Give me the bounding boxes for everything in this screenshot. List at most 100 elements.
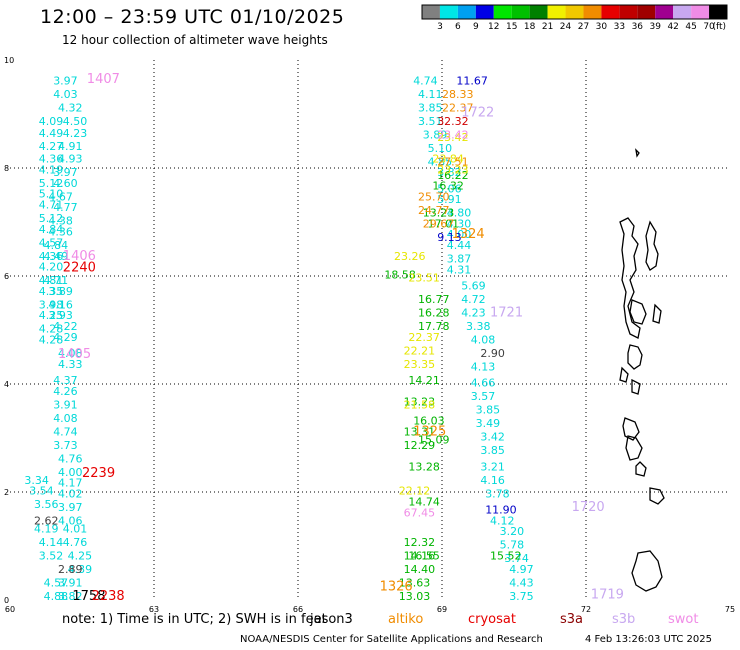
wave-height-point: 4.35 bbox=[39, 285, 64, 298]
wave-height-point: 9.13 bbox=[437, 231, 462, 244]
wave-height-point: 13.28 bbox=[408, 460, 440, 473]
wave-height-point: 14.21 bbox=[408, 374, 440, 387]
wave-height-point: 25.70 bbox=[418, 190, 450, 203]
wave-height-point: 16.22 bbox=[437, 169, 469, 182]
wave-height-point: 4.36 bbox=[39, 153, 64, 166]
wave-height-point: 13.23 bbox=[404, 396, 436, 409]
wave-height-point: 16.32 bbox=[432, 180, 464, 193]
pass-time-label: 1324 bbox=[452, 227, 485, 242]
legend-label: 21 bbox=[542, 22, 553, 32]
coastline-outline bbox=[629, 299, 647, 325]
legend-label: 6 bbox=[455, 22, 461, 32]
wave-height-point: 4.32 bbox=[58, 101, 83, 114]
wave-height-point: 4.16 bbox=[48, 298, 73, 311]
legend-swatch bbox=[565, 5, 584, 19]
wave-height-point: 4.02 bbox=[58, 487, 83, 500]
pass-time-label: 1758 bbox=[72, 589, 105, 604]
pass-time-label: 1722 bbox=[461, 106, 494, 121]
legend-swatch bbox=[709, 5, 727, 19]
wave-height-point: 2.90 bbox=[480, 347, 505, 360]
wave-height-point: 3.49 bbox=[476, 417, 501, 430]
plot-grid bbox=[10, 60, 730, 600]
legend-swatch bbox=[529, 5, 548, 19]
wave-height-point: 4.08 bbox=[471, 334, 496, 347]
wave-height-point: 5.78 bbox=[500, 539, 524, 552]
wave-height-point: 16.77 bbox=[418, 293, 450, 306]
wave-height-point: 4.72 bbox=[461, 293, 486, 306]
wave-height-point: 4.91 bbox=[58, 140, 83, 153]
wave-height-point: 18.58 bbox=[384, 269, 416, 282]
y-tick-label: 2 bbox=[4, 488, 9, 497]
wave-height-point: 15.52 bbox=[490, 550, 522, 563]
pass-time-label: 1406 bbox=[63, 249, 96, 264]
wave-height-point: 4.49 bbox=[39, 127, 64, 140]
wave-height-point: 4.84 bbox=[44, 239, 69, 252]
wave-height-point: 5.91 bbox=[437, 193, 462, 206]
wave-height-point: 3.51 bbox=[418, 115, 443, 128]
wave-height-point: 4.33 bbox=[58, 358, 83, 371]
legend-swatch bbox=[475, 5, 494, 19]
wave-height-point: 14.16 bbox=[404, 550, 436, 563]
wave-height-point: 4.71 bbox=[44, 274, 69, 287]
wave-height-point: 4.44 bbox=[447, 239, 472, 252]
wave-height-point: 4.06 bbox=[58, 514, 83, 527]
pass-time-label: 1721 bbox=[490, 306, 523, 321]
legend-unit: (ft) bbox=[712, 22, 726, 32]
wave-height-point: 5.10 bbox=[39, 188, 64, 201]
wave-height-point: 11.67 bbox=[456, 74, 488, 87]
pass-time-label: 1326 bbox=[380, 579, 413, 594]
wave-height-point: 22.37 bbox=[442, 101, 474, 114]
wave-height-point: 4.23 bbox=[461, 307, 486, 320]
wave-height-point: 3.82 bbox=[437, 166, 462, 179]
wave-height-point: 5.69 bbox=[461, 280, 486, 293]
wave-height-point: 23.23 bbox=[437, 163, 469, 176]
wave-height-point: 4.36 bbox=[48, 226, 73, 239]
pass-time-label: 2240 bbox=[63, 261, 96, 276]
wave-height-points: 3.974.034.324.09 4.504.49 4.234.274.914.36… bbox=[24, 74, 533, 603]
wave-height-point: 5.12 bbox=[39, 177, 64, 190]
x-tick-label: 75 bbox=[725, 605, 735, 614]
wave-height-point: 4.23 bbox=[63, 127, 88, 140]
wave-height-point: 4.14 bbox=[39, 536, 64, 549]
wave-height-point: 21.58 bbox=[404, 398, 436, 411]
wave-height-point: 12.29 bbox=[404, 439, 436, 452]
wave-height-point: 4.00 bbox=[447, 228, 472, 241]
wave-height-point: 4.27 bbox=[39, 140, 64, 153]
pass-time-label: 1405 bbox=[58, 347, 91, 362]
wave-height-point: 4.31 bbox=[447, 263, 472, 276]
legend-label: 70 bbox=[703, 22, 715, 32]
y-tick-label: 0 bbox=[4, 596, 9, 605]
wave-height-point: 4.01 bbox=[63, 523, 88, 536]
coastline-outline bbox=[631, 378, 641, 395]
coastline-outline bbox=[619, 366, 629, 383]
legend-label: 45 bbox=[685, 22, 696, 32]
wave-height-point: 4.25 bbox=[68, 550, 93, 563]
y-tick-label: 6 bbox=[4, 272, 9, 281]
wave-height-point: 4.20 bbox=[39, 261, 64, 274]
wave-height-point: 3.98 bbox=[39, 298, 64, 311]
wave-height-point: 13.03 bbox=[399, 590, 431, 603]
wave-height-point: 22.12 bbox=[399, 485, 431, 498]
legend-swatch bbox=[457, 5, 476, 19]
legend-swatch bbox=[439, 5, 458, 19]
coastline-outline bbox=[619, 217, 641, 339]
wave-height-point: 4.77 bbox=[53, 201, 77, 214]
wave-height-point: 3.87 bbox=[447, 253, 472, 266]
wave-height-point: 3.75 bbox=[509, 590, 534, 603]
satellite-swot: swot bbox=[668, 612, 699, 627]
legend-swatch bbox=[637, 5, 656, 19]
wave-height-point: 4.36 bbox=[39, 250, 64, 263]
wave-height-point: 15.09 bbox=[418, 433, 450, 446]
legend-label: 12 bbox=[488, 22, 499, 32]
wave-height-point: 3.97 bbox=[53, 74, 77, 87]
wave-height-point: 4.49 bbox=[44, 250, 69, 263]
wave-height-point: 4.57 bbox=[39, 236, 64, 249]
wave-height-point: 4.28 bbox=[39, 323, 64, 336]
legend-label: 24 bbox=[560, 22, 572, 32]
wave-height-point: 2.62 bbox=[34, 514, 59, 527]
wave-height-point: 13.63 bbox=[399, 577, 431, 590]
wave-height-point: 3.20 bbox=[500, 525, 524, 538]
wave-height-point: 16.28 bbox=[418, 307, 450, 320]
wave-height-point: 5.06 bbox=[437, 182, 462, 195]
